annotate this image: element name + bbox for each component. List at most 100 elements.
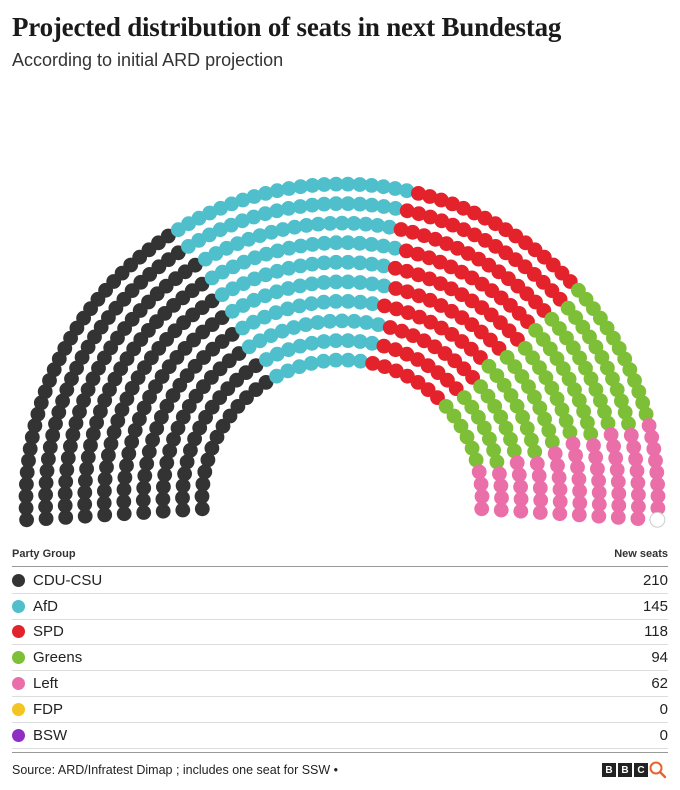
seat-cdu-csu <box>57 498 73 513</box>
seat-left <box>606 438 621 454</box>
seat-cdu-csu <box>80 449 96 465</box>
seat-cdu-csu <box>59 462 75 478</box>
seat-spd <box>411 206 427 222</box>
seat-cdu-csu <box>117 470 133 485</box>
seat-spd <box>389 301 404 317</box>
seat-afd <box>399 183 415 199</box>
seat-afd <box>268 305 284 320</box>
legend-swatch <box>12 599 25 613</box>
seat-spd <box>405 328 421 343</box>
seat-afd <box>328 274 344 290</box>
seat-afd <box>257 206 273 222</box>
seat-afd <box>293 179 308 195</box>
seat-afd <box>352 235 368 251</box>
seat-cdu-csu <box>187 431 203 447</box>
seat-afd <box>365 296 380 312</box>
seat-greens <box>609 382 625 398</box>
seat-afd <box>269 284 284 300</box>
seat-left <box>591 508 607 524</box>
seat-afd <box>293 258 308 274</box>
seat-afd <box>316 196 332 212</box>
seat-cdu-csu <box>170 420 186 436</box>
seat-afd <box>388 201 403 216</box>
seat-left <box>552 494 568 509</box>
seat-left <box>533 492 549 508</box>
seat-afd <box>298 317 314 332</box>
seat-afd <box>370 218 385 233</box>
bbc-logo: B B C <box>602 760 668 780</box>
seat-cdu-csu <box>60 450 76 466</box>
seat-afd <box>235 320 251 336</box>
seat-afd <box>340 352 356 368</box>
table-row: Left 62 <box>12 671 668 697</box>
seat-afd <box>352 334 368 349</box>
seat-cdu-csu <box>18 500 34 516</box>
seat-spd <box>416 228 432 244</box>
seat-afd <box>280 363 296 379</box>
seat-cdu-csu <box>157 467 173 483</box>
table-row: BSW 0 <box>12 723 668 749</box>
seat-afd <box>269 368 284 384</box>
seat-afd <box>252 228 268 244</box>
seat-greens <box>617 404 633 420</box>
seat-cdu-csu <box>154 409 169 425</box>
seat-cdu-csu <box>175 490 190 506</box>
seat-spd <box>393 222 409 237</box>
seat-greens <box>515 409 530 425</box>
seat-table: CDU-CSU 210 AfD 145 SPD 118 Greens 94 Le… <box>12 568 668 749</box>
seat-cdu-csu <box>159 455 175 471</box>
seat-greens <box>476 420 492 436</box>
seat-afd <box>340 254 356 270</box>
seat-cdu-csu <box>194 501 210 517</box>
seat-afd <box>382 219 397 235</box>
seat-cdu-csu <box>99 459 114 475</box>
seat-afd <box>340 176 356 192</box>
table-row: Greens 94 <box>12 645 668 672</box>
seat-cdu-csu <box>96 495 112 511</box>
seat-greens <box>509 398 525 414</box>
seat-cdu-csu <box>209 429 225 445</box>
seat-left <box>630 511 646 526</box>
seat-cdu-csu <box>57 486 73 501</box>
seat-left <box>509 455 525 471</box>
seat-afd <box>375 238 391 254</box>
seat-cdu-csu <box>24 429 40 445</box>
seat-afd <box>316 177 332 192</box>
seat-cdu-csu <box>135 492 151 508</box>
seat-left <box>531 468 547 484</box>
seat-cdu-csu <box>78 473 93 489</box>
seat-cdu-csu <box>55 393 70 409</box>
seat-afd <box>340 196 356 211</box>
seat-cdu-csu <box>97 507 113 523</box>
seat-left <box>611 498 627 513</box>
seat-left <box>568 448 583 463</box>
seat-afd <box>346 313 362 329</box>
seat-afd <box>316 255 332 271</box>
seat-count: 0 <box>659 700 668 718</box>
seat-afd <box>287 219 302 235</box>
seat-greens <box>621 416 636 432</box>
seat-afd <box>241 231 256 247</box>
seat-spd <box>411 186 426 201</box>
seat-afd <box>292 359 307 374</box>
seat-left <box>631 499 646 515</box>
seat-cdu-csu <box>177 466 193 482</box>
seat-cdu-csu <box>58 474 74 490</box>
seat-cdu-csu <box>155 491 171 507</box>
seat-left <box>532 480 548 496</box>
seat-left <box>471 464 487 480</box>
seat-afd <box>264 224 279 240</box>
seat-greens <box>537 411 552 427</box>
seat-afd <box>364 237 379 252</box>
seat-greens <box>489 454 505 470</box>
seat-spd <box>388 363 404 379</box>
seat-afd <box>376 278 392 294</box>
seat-afd <box>269 203 285 219</box>
seat-afd <box>263 328 279 343</box>
seat-cdu-csu <box>103 436 119 452</box>
seat-afd <box>376 199 392 214</box>
seat-spd <box>410 267 426 283</box>
seat-cdu-csu <box>97 483 112 499</box>
seat-afd <box>387 240 403 256</box>
seat-greens <box>597 404 612 420</box>
